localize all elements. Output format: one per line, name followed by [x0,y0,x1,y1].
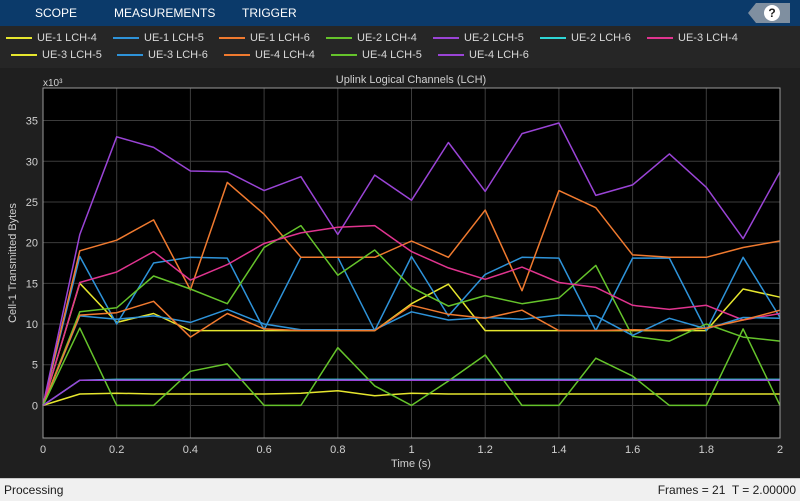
legend-item-ue4-lch4[interactable]: UE-4 LCH-4 [224,48,315,62]
series-line-ue-2-lch-6 [42,378,780,407]
chart-title: Uplink Logical Channels (LCH) [336,74,486,86]
legend-item-ue1-lch5[interactable]: UE-1 LCH-5 [113,31,204,45]
x-tick-label: 1.2 [478,444,493,456]
legend-swatch [11,54,37,56]
legend-swatch [219,37,245,39]
legend-swatch [433,37,459,39]
legend-label: UE-2 LCH-5 [464,32,524,44]
series-line-ue-2-lch-5 [42,122,781,406]
legend-label: UE-1 LCH-6 [250,32,310,44]
y-multiplier-label: x10³ [43,78,63,89]
x-tick-label: 0.4 [183,444,198,456]
y-axis-label: Cell-1 Transmitted Bytes [7,203,19,323]
x-tick-label: 1.6 [625,444,640,456]
x-axis-label: Time (s) [391,458,431,470]
x-tick-label: 0 [40,444,46,456]
legend-swatch [438,54,464,56]
legend-item-ue2-lch4[interactable]: UE-2 LCH-4 [326,31,417,45]
legend-item-ue2-lch6[interactable]: UE-2 LCH-6 [540,31,631,45]
legend-label: UE-3 LCH-4 [678,32,738,44]
series-line-ue-3-lch-4 [42,224,781,406]
tab-measurements[interactable]: MEASUREMENTS [114,6,216,20]
series-line-ue-3-lch-6 [42,308,781,406]
legend-item-ue3-lch4[interactable]: UE-3 LCH-4 [647,31,738,45]
series-layer [42,122,781,407]
tab-scope[interactable]: SCOPE [35,6,78,20]
x-tick-label: 1.8 [699,444,714,456]
legend-label: UE-3 LCH-6 [148,49,208,61]
y-tick-label: 20 [26,238,38,250]
legend-item-ue2-lch5[interactable]: UE-2 LCH-5 [433,31,524,45]
legend: UE-1 LCH-4 UE-1 LCH-5 UE-1 LCH-6 UE-2 LC… [0,26,800,69]
legend-item-ue3-lch5[interactable]: UE-3 LCH-5 [11,48,102,62]
series-line-ue-2-lch-4 [42,224,781,406]
legend-swatch [540,37,566,39]
legend-swatch [224,54,250,56]
legend-label: UE-4 LCH-6 [469,49,529,61]
legend-swatch [6,37,32,39]
tab-trigger[interactable]: TRIGGER [242,6,297,20]
x-tick-label: 1.4 [551,444,566,456]
scope-display: 0 5 10 15 20 25 30 35 0 0.2 0.4 0.6 0.8 1 1.2 1.4 1.6 1.… [0,68,800,478]
status-text: Processing [4,483,64,497]
line-chart[interactable]: 0 5 10 15 20 25 30 35 0 0.2 0.4 0.6 0.8 1 1.2 1.4 1.6 1.… [0,68,800,478]
legend-label: UE-4 LCH-5 [362,49,422,61]
y-tick-label: 35 [26,116,38,128]
y-tick-label: 5 [32,360,38,372]
x-tick-label: 0.8 [330,444,345,456]
y-tick-labels: 0 5 10 15 20 25 30 35 [26,116,38,413]
x-tick-label: 1 [408,444,414,456]
series-line-ue-1-lch-6 [42,181,781,406]
series-line-ue-4-lch-6 [42,379,780,407]
y-tick-label: 10 [26,319,38,331]
frame-time-readout: Frames = 21 T = 2.00000 [657,483,796,497]
legend-item-ue4-lch6[interactable]: UE-4 LCH-6 [438,48,529,62]
legend-item-ue4-lch5[interactable]: UE-4 LCH-5 [331,48,422,62]
legend-swatch [326,37,352,39]
legend-label: UE-4 LCH-4 [255,49,315,61]
y-tick-label: 30 [26,156,38,168]
legend-label: UE-2 LCH-4 [357,32,417,44]
legend-label: UE-3 LCH-5 [42,49,102,61]
x-tick-labels: 0 0.2 0.4 0.6 0.8 1 1.2 1.4 1.6 1.8 2 [40,444,783,456]
status-bar: Processing Frames = 21 T = 2.00000 [0,478,800,501]
legend-label: UE-2 LCH-6 [571,32,631,44]
y-tick-label: 0 [32,400,38,412]
x-tick-label: 0.6 [256,444,271,456]
legend-item-ue1-lch4[interactable]: UE-1 LCH-4 [6,31,97,45]
help-button[interactable]: ? [748,3,790,23]
x-tick-label: 0.2 [109,444,124,456]
y-tick-label: 25 [26,197,38,209]
legend-swatch [647,37,673,39]
series-line-ue-4-lch-5 [42,327,781,407]
toolstrip: SCOPE MEASUREMENTS TRIGGER ? [0,0,800,26]
legend-swatch [117,54,143,56]
legend-item-ue3-lch6[interactable]: UE-3 LCH-6 [117,48,208,62]
legend-item-ue1-lch6[interactable]: UE-1 LCH-6 [219,31,310,45]
x-tick-label: 2 [777,444,783,456]
series-line-ue-4-lch-4 [42,300,781,406]
y-tick-label: 15 [26,278,38,290]
plot-frame [42,87,781,439]
help-icon: ? [764,5,780,21]
legend-swatch [113,37,139,39]
legend-swatch [331,54,357,56]
legend-label: UE-1 LCH-4 [37,32,97,44]
legend-label: UE-1 LCH-5 [144,32,204,44]
